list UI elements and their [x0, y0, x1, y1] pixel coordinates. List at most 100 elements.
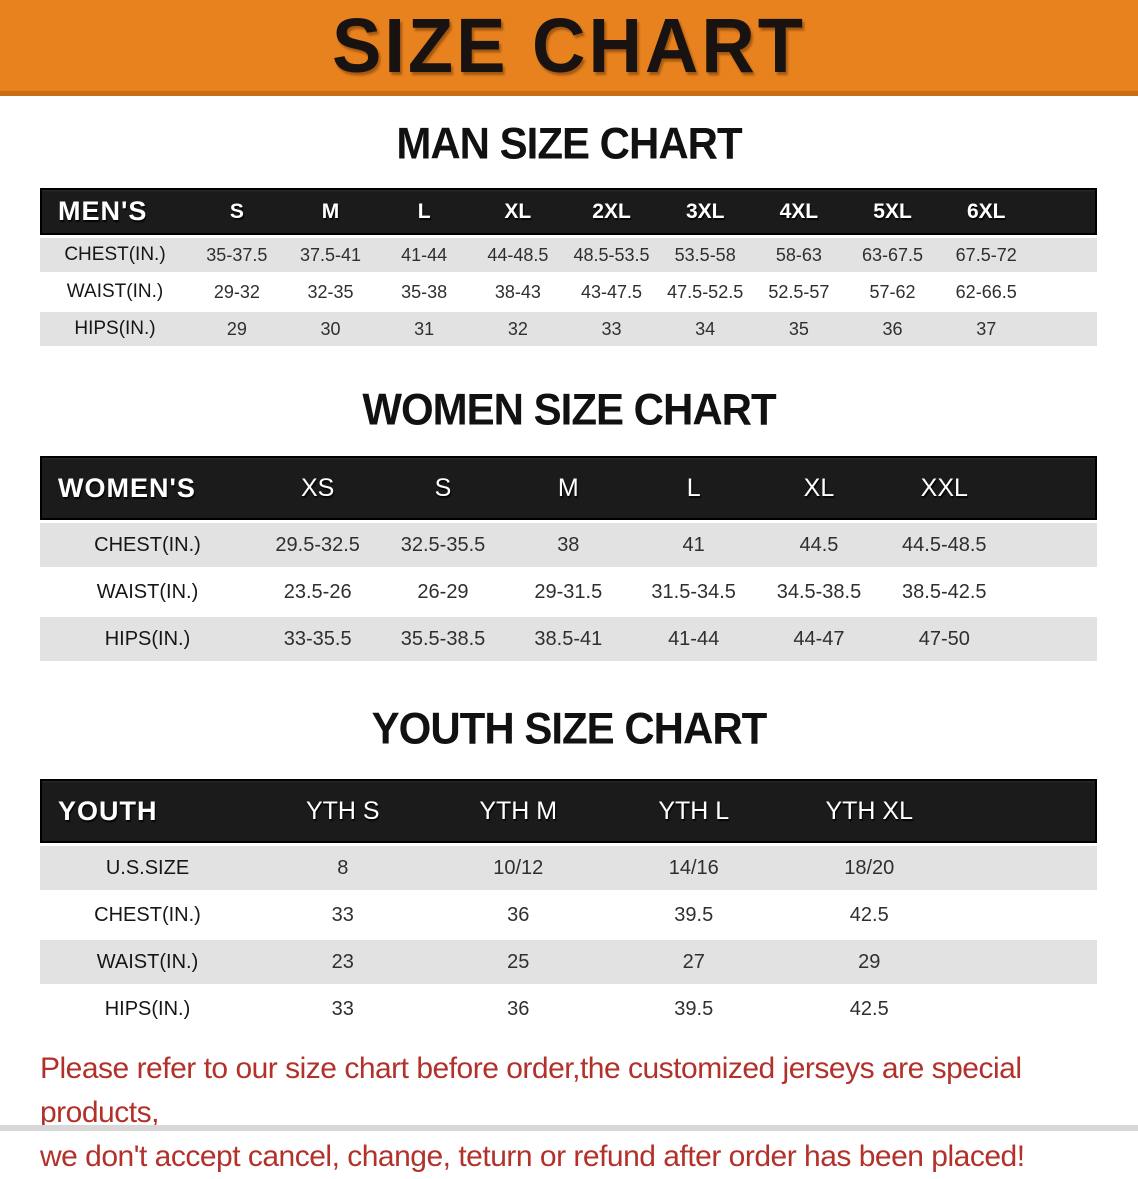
table-cell: 26-29: [417, 580, 469, 603]
row-label: CHEST(IN.): [94, 903, 201, 926]
men-header-label: MEN'S: [58, 196, 148, 226]
table-cell: 42.5: [849, 903, 889, 926]
table-cell: 30: [320, 318, 341, 339]
men-hips-row: HIPS(IN.) 29 30 31 32 33 34 35 36 37: [40, 312, 1097, 346]
table-cell: 29-32: [213, 281, 260, 302]
table-cell: 27: [682, 950, 705, 973]
table-cell: 32: [507, 318, 528, 339]
table-cell: 25: [507, 950, 530, 973]
row-label: HIPS(IN.): [74, 318, 156, 339]
row-label: WAIST(IN.): [66, 281, 164, 302]
row-label: WAIST(IN.): [96, 580, 199, 603]
table-cell: 58-63: [775, 244, 822, 265]
table-cell: 34.5-38.5: [776, 580, 862, 603]
table-cell: 33: [601, 318, 622, 339]
table-cell: 48.5-53.5: [573, 244, 650, 265]
men-size-table: MEN'S S M L XL 2XL 3XL 4XL 5XL 6XL CHEST…: [40, 188, 1097, 346]
table-cell: 38.5-41: [534, 627, 603, 650]
table-cell: 31: [414, 318, 435, 339]
section-title-women: WOMEN SIZE CHART: [362, 384, 776, 435]
row-label: WAIST(IN.): [96, 950, 199, 973]
row-label: CHEST(IN.): [94, 533, 201, 556]
table-cell: 29.5-32.5: [275, 533, 360, 556]
table-cell: 41: [682, 533, 705, 556]
table-cell: 38-43: [494, 281, 541, 302]
table-cell: 35-37.5: [206, 244, 268, 265]
disclaimer-text: Please refer to our size chart before or…: [40, 1047, 1100, 1179]
table-cell: 35.5-38.5: [400, 627, 486, 650]
women-header-cell: XL: [803, 473, 835, 502]
table-cell: 23.5-26: [283, 580, 352, 603]
row-label: HIPS(IN.): [104, 627, 191, 650]
women-header-cell: XXL: [920, 473, 968, 502]
men-chest-row: CHEST(IN.) 35-37.5 37.5-41 41-44 44-48.5…: [40, 238, 1097, 272]
table-cell: 38: [557, 533, 580, 556]
table-cell: 63-67.5: [862, 244, 924, 265]
youth-table-header-row: YOUTH YTH S YTH M YTH L YTH XL: [40, 779, 1097, 843]
table-cell: 33-35.5: [283, 627, 352, 650]
bottom-edge-bar: [0, 1125, 1138, 1131]
youth-header-cell: YTH L: [658, 796, 730, 825]
men-header-cell: 3XL: [685, 199, 725, 223]
table-cell: 67.5-72: [955, 244, 1017, 265]
youth-header-cell: YTH S: [305, 796, 380, 825]
table-cell: 62-66.5: [955, 281, 1017, 302]
table-cell: 33: [331, 903, 354, 926]
youth-size-table: YOUTH YTH S YTH M YTH L YTH XL U.S.SIZE …: [40, 779, 1097, 1031]
disclaimer-line-1: Please refer to our size chart before or…: [40, 1052, 1022, 1129]
section-title-men: MAN SIZE CHART: [396, 118, 742, 169]
table-cell: 47.5-52.5: [667, 281, 744, 302]
men-header-cell: XL: [504, 199, 532, 223]
women-table-header-row: WOMEN'S XS S M L XL XXL: [40, 456, 1097, 520]
table-cell: 36: [882, 318, 903, 339]
men-header-cell: L: [417, 199, 431, 223]
size-chart-banner: SIZE CHART: [0, 0, 1138, 96]
table-cell: 41-44: [668, 627, 720, 650]
men-header-cell: 4XL: [779, 199, 819, 223]
table-cell: 23: [331, 950, 354, 973]
women-chest-row: CHEST(IN.) 29.5-32.5 32.5-35.5 38 41 44.…: [40, 523, 1097, 567]
women-header-cell: L: [686, 473, 701, 502]
women-header-cell: M: [557, 473, 579, 502]
table-cell: 29: [858, 950, 881, 973]
women-header-label: WOMEN'S: [58, 472, 196, 503]
row-label: CHEST(IN.): [64, 244, 166, 265]
table-cell: 35: [788, 318, 809, 339]
table-cell: 39.5: [674, 997, 714, 1020]
women-size-table: WOMEN'S XS S M L XL XXL CHEST(IN.) 29.5-…: [40, 456, 1097, 661]
youth-chest-row: CHEST(IN.) 33 36 39.5 42.5: [40, 893, 1097, 937]
youth-hips-row: HIPS(IN.) 33 36 39.5 42.5: [40, 987, 1097, 1031]
section-title-youth: YOUTH SIZE CHART: [371, 703, 768, 754]
row-label: U.S.SIZE: [105, 856, 190, 879]
table-cell: 32-35: [307, 281, 354, 302]
youth-header-label: YOUTH: [58, 795, 158, 826]
table-cell: 57-62: [869, 281, 916, 302]
women-header-cell: XS: [300, 473, 335, 502]
youth-waist-row: WAIST(IN.) 23 25 27 29: [40, 940, 1097, 984]
women-header-cell: S: [434, 473, 452, 502]
table-cell: 44.5: [799, 533, 839, 556]
table-cell: 52.5-57: [768, 281, 830, 302]
table-cell: 31.5-34.5: [651, 580, 736, 603]
table-cell: 36: [507, 997, 530, 1020]
women-hips-row: HIPS(IN.) 33-35.5 35.5-38.5 38.5-41 41-4…: [40, 617, 1097, 661]
table-cell: 8: [337, 856, 349, 879]
table-cell: 29: [226, 318, 247, 339]
table-cell: 47-50: [918, 627, 970, 650]
men-header-cell: 6XL: [966, 199, 1006, 223]
table-cell: 33: [331, 997, 354, 1020]
table-cell: 41-44: [401, 244, 448, 265]
table-cell: 10/12: [493, 856, 544, 879]
men-header-cell: M: [321, 199, 340, 223]
table-cell: 37: [976, 318, 997, 339]
table-cell: 44-47: [793, 627, 845, 650]
men-waist-row: WAIST(IN.) 29-32 32-35 35-38 38-43 43-47…: [40, 275, 1097, 309]
table-cell: 29-31.5: [534, 580, 603, 603]
table-cell: 39.5: [674, 903, 714, 926]
youth-header-cell: YTH M: [479, 796, 558, 825]
table-cell: 34: [695, 318, 716, 339]
youth-ussize-row: U.S.SIZE 8 10/12 14/16 18/20: [40, 846, 1097, 890]
table-cell: 42.5: [849, 997, 889, 1020]
table-cell: 38.5-42.5: [902, 580, 987, 603]
men-header-cell: 2XL: [592, 199, 631, 223]
